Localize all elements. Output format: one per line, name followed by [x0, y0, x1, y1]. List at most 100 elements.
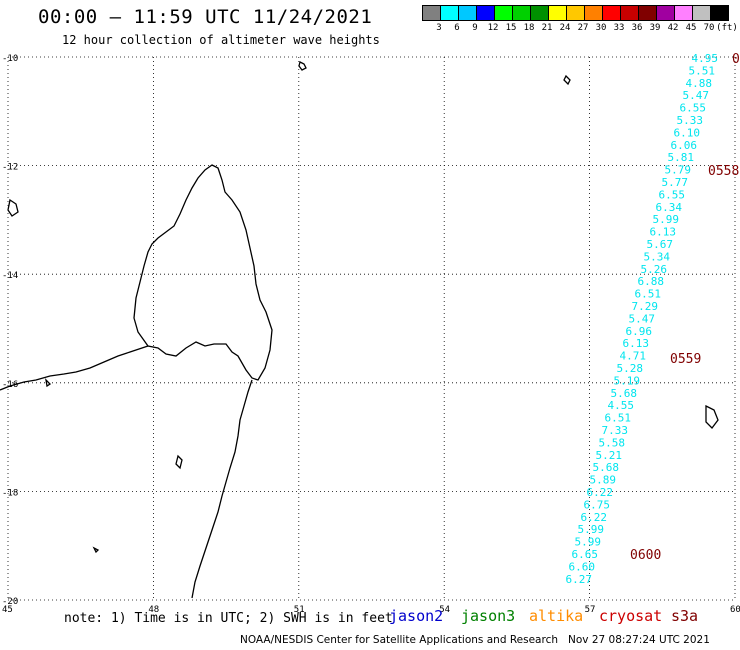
islet-se [175, 454, 183, 470]
swh-value: 7.33 [602, 424, 629, 437]
swh-value: 6.10 [674, 126, 701, 139]
madagascar-northwest-coast [0, 345, 149, 391]
lat-label: -20 [2, 597, 18, 607]
scale-label: 27 [577, 23, 589, 33]
lon-label: 54 [439, 605, 450, 615]
madagascar-coastline [133, 164, 273, 381]
swh-value: 6.96 [626, 325, 653, 338]
credit-line: NOAA/NESDIS Center for Satellite Applica… [240, 634, 710, 646]
scale-label: 45 [685, 23, 697, 33]
lat-label: -14 [2, 271, 18, 281]
lon-label: 45 [2, 605, 13, 615]
swh-value: 6.55 [680, 102, 707, 115]
scale-label: 12 [487, 23, 499, 33]
swh-value: 5.34 [644, 250, 671, 263]
lat-label: -10 [2, 54, 18, 64]
scale-label: 21 [541, 23, 553, 33]
swh-value: 6.55 [659, 188, 686, 201]
swh-value: 7.29 [632, 300, 659, 313]
swh-value: 5.26 [641, 263, 668, 276]
swh-value: 4.55 [608, 399, 635, 412]
satellite-s3a: s3a [671, 607, 699, 625]
swh-value: 6.22 [581, 511, 608, 524]
lat-label: -12 [2, 163, 18, 173]
swh-value: 6.27 [566, 573, 593, 586]
swh-value: 5.58 [599, 436, 626, 449]
islet-sw [92, 546, 100, 554]
lon-label: 60 [730, 605, 740, 615]
altimeter-track: 4.955.514.885.476.555.336.106.065.815.79… [566, 52, 740, 586]
scale-label: 33 [613, 23, 625, 33]
scale-label: 39 [649, 23, 661, 33]
swh-value: 6.13 [650, 226, 677, 239]
swh-value: 6.75 [584, 498, 611, 511]
swh-value: 6.51 [605, 412, 632, 425]
map-subtitle: 12 hour collection of altimeter wave hei… [62, 33, 380, 47]
islet-east-1 [705, 404, 719, 429]
swh-value: 5.99 [575, 536, 602, 549]
scale-label: 24 [559, 23, 571, 33]
satellite-jason3: jason3 [461, 607, 516, 625]
time-label: 0559 [670, 352, 701, 367]
swh-value: 6.06 [671, 139, 698, 152]
coastline [0, 61, 719, 599]
scale-label: 18 [523, 23, 535, 33]
satellite-cryosat: cryosat [599, 607, 663, 625]
swh-value: 4.95 [692, 52, 719, 65]
swh-value: 5.67 [647, 238, 674, 251]
madagascar-east-coast [191, 379, 253, 599]
time-label-clipped: 0 [732, 52, 740, 67]
swh-value: 6.22 [587, 486, 614, 499]
scale-label: (ft) [716, 23, 738, 33]
islet-north [298, 61, 307, 71]
time-label: 0600 [630, 548, 661, 563]
scale-label: 70 [703, 23, 715, 33]
lon-label: 48 [148, 605, 159, 615]
lat-label: -18 [2, 488, 18, 498]
swh-value: 6.60 [569, 560, 596, 573]
islet-nw-2 [45, 378, 52, 388]
swh-value: 5.51 [689, 64, 716, 77]
swh-value: 4.88 [686, 77, 713, 90]
footnote: note: 1) Time is in UTC; 2) SWH is in fe… [64, 611, 393, 626]
scale-label: 42 [667, 23, 679, 33]
scale-label: 36 [631, 23, 643, 33]
scale-label: 6 [454, 23, 460, 33]
swh-value: 5.68 [593, 461, 620, 474]
satellite-altika: altika [529, 607, 584, 625]
swh-value: 5.99 [578, 523, 605, 536]
swh-value: 5.33 [677, 114, 704, 127]
swh-value: 4.71 [620, 350, 647, 363]
swh-value: 5.21 [596, 449, 623, 462]
time-label: 0558 [708, 164, 739, 179]
swh-value: 6.51 [635, 288, 662, 301]
scale-label: 30 [595, 23, 607, 33]
lat-label: -16 [2, 380, 18, 390]
swh-value: 5.19 [614, 374, 641, 387]
scale-label: 3 [436, 23, 442, 33]
swh-value: 5.89 [590, 474, 617, 487]
swh-value: 6.88 [638, 275, 665, 288]
satellite-jason2: jason2 [389, 607, 444, 625]
lon-label: 51 [294, 605, 305, 615]
scale-swatch [710, 5, 729, 21]
islet-east-2 [563, 74, 571, 86]
swh-value: 5.99 [653, 213, 680, 226]
swh-value: 5.77 [662, 176, 689, 189]
islet-nw-1 [7, 198, 19, 217]
scale-label: 15 [505, 23, 517, 33]
swh-value: 5.28 [617, 362, 644, 375]
swh-value: 5.47 [629, 312, 656, 325]
swh-value: 5.68 [611, 387, 638, 400]
swh-value: 5.47 [683, 89, 710, 102]
color-scale [422, 5, 729, 21]
scale-label: 9 [472, 23, 478, 33]
swh-value: 6.34 [656, 201, 683, 214]
lon-label: 57 [585, 605, 596, 615]
swh-value: 5.79 [665, 164, 692, 177]
swh-value: 6.13 [623, 337, 650, 350]
color-scale-labels: 3 6 9 12 15 18 21 24 27 30 33 36 39 42 45 70 (ft) [422, 23, 740, 35]
map-title: 00:00 – 11:59 UTC 11/24/2021 [38, 6, 373, 28]
